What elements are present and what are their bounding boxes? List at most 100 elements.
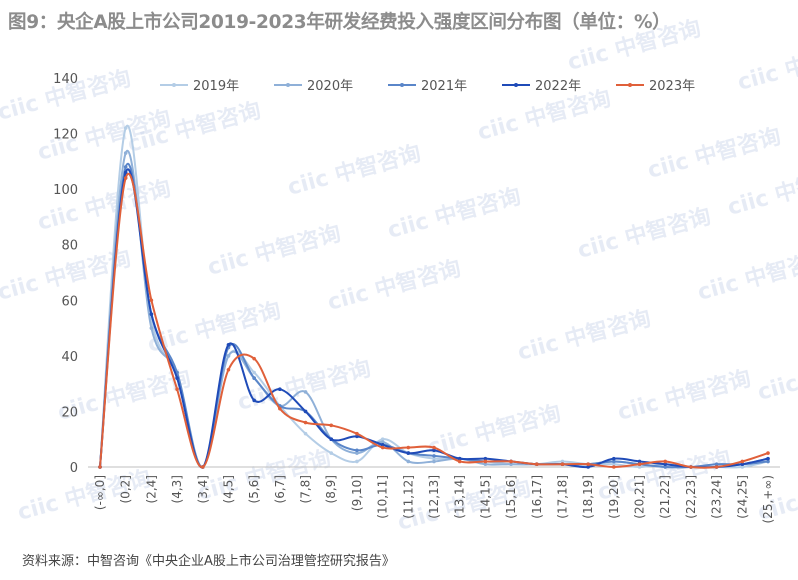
watermark-text: ciic 中智咨询	[205, 220, 344, 281]
x-tick-label: (3,4]	[196, 475, 210, 503]
data-point: (15,16]: 2	[509, 459, 513, 464]
series-2020年: (-∞,0]: 0(0,2]: 113(2,4]: 50(4,3]: 34(3,…	[98, 149, 770, 469]
legend-label: 2020年	[307, 79, 353, 94]
data-point: (7,8]: 20	[303, 409, 308, 414]
data-point: (14,15]: 1	[483, 462, 488, 467]
data-point: (2,4]: 55	[149, 312, 154, 316]
data-point: (12,13]: 4	[432, 454, 436, 458]
data-point: (5,6]: 24	[252, 398, 256, 403]
watermark-text: ciic 中智咨询	[15, 465, 154, 526]
x-tick-label: (20,21]	[633, 475, 647, 519]
data-point: (20,21]: 2	[637, 459, 642, 464]
y-tick-label: 80	[61, 239, 78, 254]
data-point: (10,11]: 7	[380, 445, 385, 450]
data-point: (23,24]: 0	[714, 465, 719, 469]
watermark-text: ciic 中智咨询	[425, 400, 564, 461]
legend-item: 2023年	[616, 79, 695, 94]
data-point: (17,18]: 1	[560, 462, 565, 467]
x-axis: (-∞,0] (0,2] (2,4] (4,3] (3,4] (4,5] (5,6] (6,7…	[93, 475, 775, 524]
data-point: (12,13]: 7	[432, 445, 436, 450]
data-point: (14,15]: 3	[483, 456, 488, 461]
data-point: (25,+∞): 3	[766, 456, 770, 461]
x-tick-label: (21,22]	[658, 475, 672, 519]
data-point: (2,4]: 50	[149, 326, 154, 330]
x-tick-label: (22,23]	[684, 475, 698, 519]
legend-marker	[286, 83, 290, 87]
y-tick-label: 0	[70, 461, 78, 476]
data-point: (12,13]: 2	[432, 459, 436, 464]
x-tick-label: (5,6]	[247, 475, 261, 503]
watermark-text: ciic 中智咨询	[575, 203, 714, 264]
watermark-text: ciic 中智咨询	[195, 445, 334, 506]
data-point: (18,19]: 0	[586, 465, 590, 469]
data-point: (9,10]: 2	[355, 459, 359, 464]
data-point: (11,12]: 5	[406, 451, 411, 455]
data-point: (6,7]: 21	[278, 406, 282, 411]
data-point: (12,13]: 6	[432, 448, 436, 453]
data-point: (4,5]: 35	[226, 367, 231, 372]
data-point: (25,+∞): 5	[766, 451, 770, 455]
watermark-text: ciic 中智咨询	[695, 245, 798, 306]
series-layer: (-∞,0]: 0(0,2]: 122(2,4]: 53(4,3]: 33(3,…	[98, 124, 770, 469]
watermark-text: ciic 中智咨询	[325, 255, 464, 316]
data-point: (7,8]: 16	[303, 420, 308, 425]
data-point: (0,2]: 106	[123, 170, 128, 175]
data-point: (8,9]: 5	[329, 451, 334, 455]
x-tick-label: (2,4]	[144, 475, 158, 503]
x-tick-label: (12,13]	[427, 475, 441, 519]
y-tick-label: 140	[53, 72, 78, 87]
series-line	[99, 149, 769, 469]
legend-item: 2020年	[274, 79, 353, 94]
data-point: (7,8]: 27	[303, 390, 308, 394]
data-point: (7,8]: 12	[303, 431, 308, 436]
x-tick-label: (10,11]	[376, 475, 390, 519]
data-point: (4,3]: 28	[175, 387, 179, 392]
x-tick-label: (11,12]	[401, 475, 415, 519]
x-tick-label: (8,9]	[324, 475, 338, 503]
data-point: (4,3]: 32	[175, 376, 179, 380]
data-point: (9,10]: 6	[355, 448, 359, 453]
data-point: (10,11]: 9	[380, 440, 385, 444]
y-axis: 0 20 40 60 80 100 120 140	[53, 72, 78, 476]
data-point: (20,21]: 1	[637, 462, 642, 467]
legend-label: 2019年	[193, 79, 239, 94]
data-point: (24,25]: 1	[740, 462, 745, 467]
x-tick-label: (-∞,0]	[93, 475, 107, 510]
legend-label: 2023年	[649, 79, 695, 94]
data-point: (3,4]: 0	[200, 465, 205, 469]
data-point: (6,7]: 28	[278, 387, 282, 392]
x-tick-label: (16,17]	[530, 475, 544, 519]
x-tick-label: (18,19]	[581, 475, 595, 519]
data-point: (13,14]: 2	[457, 459, 462, 464]
data-point: (0,2]: 113	[123, 151, 128, 155]
data-point: (21,22]: 1	[663, 462, 668, 467]
data-point: (2,4]: 60	[149, 298, 154, 303]
data-point: (14,15]: 2	[483, 459, 488, 464]
x-tick-label: (4,5]	[221, 475, 235, 503]
data-point: (13,14]: 3	[457, 456, 462, 461]
legend-label: 2021年	[421, 79, 467, 94]
data-point: (24,25]: 2	[740, 459, 745, 464]
data-point: (9,10]: 5	[355, 451, 359, 455]
legend-marker	[172, 83, 176, 87]
x-tick-label: (6,7]	[273, 475, 287, 503]
data-point: (19,20]: 1	[612, 462, 616, 467]
data-point: (19,20]: 3	[612, 456, 616, 461]
data-point: (5,6]: 39	[252, 356, 256, 361]
x-tick-label: (19,20]	[607, 475, 621, 519]
x-tick-label: (14,15]	[478, 475, 492, 519]
data-point: (4,5]: 44	[226, 342, 231, 347]
y-tick-label: 120	[53, 128, 78, 143]
x-tick-label: (25,+∞)	[761, 475, 775, 524]
series-2023年: (-∞,0]: 0 (0,2]: 104 (2,4]: 60 (4,3]: 28 (3,…	[98, 173, 770, 469]
x-tick-label: (7,8]	[299, 475, 313, 503]
x-tick-label: (23,24]	[710, 475, 724, 519]
data-point: (21,22]: 2	[663, 459, 668, 464]
watermark-text: ciic 中智咨询	[735, 35, 798, 96]
data-point: (12,13]: 3	[432, 456, 436, 461]
data-point: (18,19]: 1	[586, 462, 590, 467]
y-tick-label: 100	[53, 183, 78, 198]
source-note: 资料来源：中智咨询《中央企业A股上市公司治理管控研究报告》	[22, 554, 395, 569]
y-tick-label: 60	[61, 294, 78, 309]
data-point: (23,24]: 1	[714, 462, 719, 467]
